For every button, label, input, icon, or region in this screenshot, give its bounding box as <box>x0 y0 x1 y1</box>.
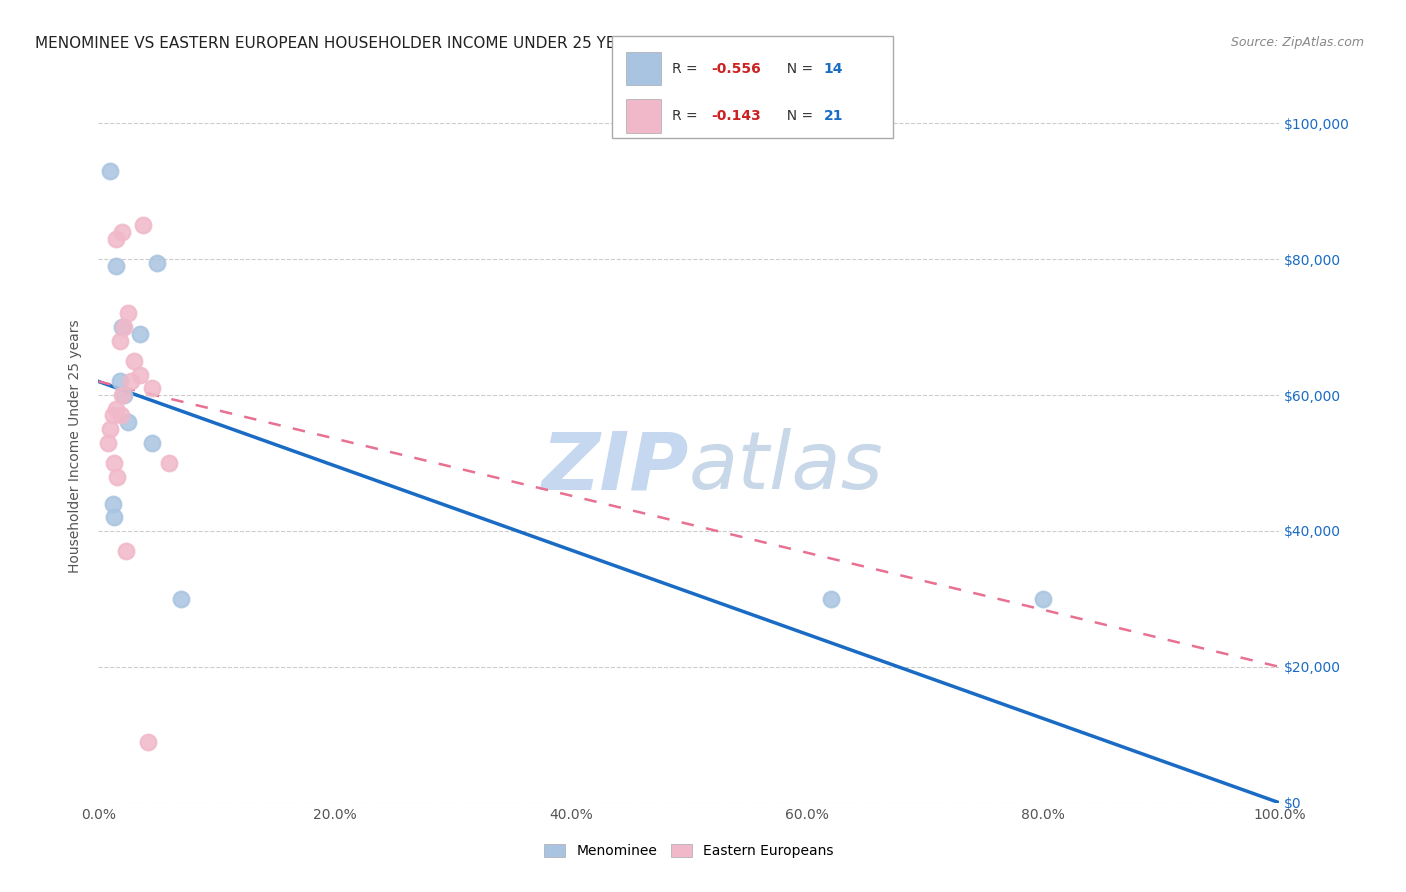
Point <box>105 232 128 246</box>
Point <box>146 255 169 269</box>
Point <box>136 734 159 748</box>
Point <box>112 320 135 334</box>
Text: N =: N = <box>778 109 817 123</box>
Point <box>117 306 139 320</box>
Point <box>111 225 134 239</box>
Point <box>128 326 150 341</box>
Text: R =: R = <box>672 62 702 76</box>
Legend: Menominee, Eastern Europeans: Menominee, Eastern Europeans <box>538 838 839 863</box>
Text: N =: N = <box>778 62 817 76</box>
Point <box>103 456 125 470</box>
Point <box>141 435 163 450</box>
Point <box>103 510 125 524</box>
Point <box>114 544 136 558</box>
Y-axis label: Householder Income Under 25 years: Householder Income Under 25 years <box>69 319 83 573</box>
Point <box>105 259 128 273</box>
Point <box>122 354 145 368</box>
Point <box>132 218 155 232</box>
Point <box>111 388 134 402</box>
Text: 21: 21 <box>824 109 844 123</box>
Text: MENOMINEE VS EASTERN EUROPEAN HOUSEHOLDER INCOME UNDER 25 YEARS CORRELATION CHAR: MENOMINEE VS EASTERN EUROPEAN HOUSEHOLDE… <box>35 36 817 51</box>
Point <box>111 320 134 334</box>
Text: 14: 14 <box>824 62 844 76</box>
Point <box>105 469 128 483</box>
Point <box>108 375 131 389</box>
Text: -0.143: -0.143 <box>711 109 761 123</box>
Point <box>820 591 842 606</box>
Text: atlas: atlas <box>689 428 884 507</box>
Point <box>141 381 163 395</box>
Text: Source: ZipAtlas.com: Source: ZipAtlas.com <box>1230 36 1364 49</box>
Point <box>97 435 120 450</box>
Point <box>110 409 132 423</box>
Point <box>1032 591 1054 606</box>
Point <box>108 334 131 348</box>
Text: ZIP: ZIP <box>541 428 689 507</box>
Point <box>112 388 135 402</box>
Point <box>98 163 121 178</box>
Point <box>128 368 150 382</box>
Point <box>101 409 124 423</box>
Point <box>101 497 124 511</box>
Text: R =: R = <box>672 109 702 123</box>
Point <box>170 591 193 606</box>
Point <box>105 401 128 416</box>
Point <box>121 375 143 389</box>
Text: -0.556: -0.556 <box>711 62 761 76</box>
Point <box>157 456 180 470</box>
Point <box>98 422 121 436</box>
Point <box>117 415 139 429</box>
